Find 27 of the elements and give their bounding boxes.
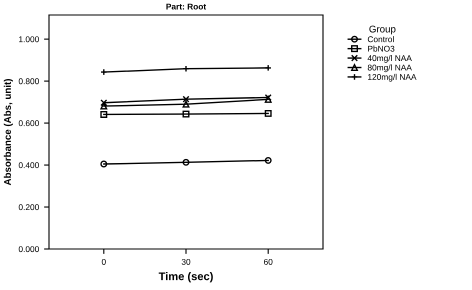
- legend-label: 80mg/l NAA: [368, 64, 412, 72]
- point: [182, 100, 190, 108]
- y-axis-title: Absorbance (Abs, unit): [4, 79, 13, 186]
- legend-label: Control: [368, 36, 394, 42]
- x-tick-label: 0: [102, 258, 106, 265]
- legend-label: 120mg/l NAA: [368, 74, 416, 82]
- x-axis-title: Time (sec): [158, 272, 213, 282]
- point: [264, 110, 272, 117]
- point: [100, 160, 108, 168]
- y-tick-label: 0.400: [18, 162, 39, 168]
- y-tick-label: 0.000: [18, 246, 39, 252]
- legend-title: Group: [369, 26, 396, 34]
- point: [182, 158, 190, 166]
- point: [264, 156, 272, 164]
- y-tick-label: 0.600: [18, 120, 39, 126]
- y-tick-label: 1.000: [19, 36, 39, 42]
- legend-label: PbNO3: [368, 46, 394, 52]
- point: [100, 102, 108, 110]
- x-tick-label: 60: [264, 258, 273, 265]
- point: [100, 111, 108, 118]
- chart-title: Part: Root: [166, 4, 206, 10]
- legend-label: 40mg/l NAA: [368, 54, 412, 63]
- point: [182, 96, 190, 103]
- y-tick-label: 0.200: [18, 204, 39, 210]
- y-tick-label: 0.800: [18, 78, 39, 84]
- point: [182, 110, 190, 118]
- x-tick-label: 30: [182, 258, 190, 265]
